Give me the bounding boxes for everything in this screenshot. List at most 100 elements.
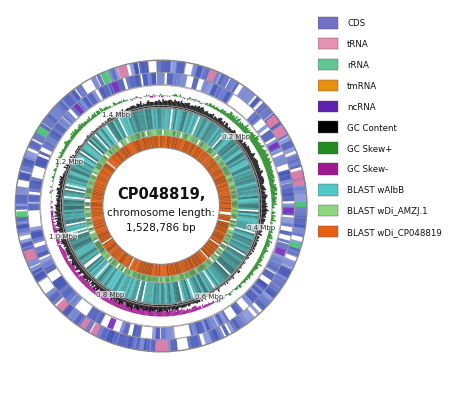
- Wedge shape: [143, 62, 147, 74]
- Wedge shape: [270, 225, 272, 226]
- Wedge shape: [46, 113, 59, 125]
- Wedge shape: [259, 221, 264, 223]
- Wedge shape: [211, 263, 227, 281]
- Wedge shape: [52, 181, 54, 183]
- Wedge shape: [182, 104, 185, 110]
- Wedge shape: [153, 305, 155, 311]
- Wedge shape: [78, 100, 89, 112]
- Wedge shape: [213, 253, 219, 259]
- Wedge shape: [86, 221, 92, 224]
- Wedge shape: [257, 124, 269, 135]
- Wedge shape: [217, 185, 229, 190]
- Wedge shape: [86, 306, 100, 322]
- Wedge shape: [231, 197, 237, 199]
- Wedge shape: [229, 278, 232, 280]
- Wedge shape: [127, 278, 136, 299]
- Wedge shape: [217, 88, 226, 101]
- Wedge shape: [236, 270, 239, 274]
- Wedge shape: [165, 61, 172, 74]
- Wedge shape: [215, 87, 226, 100]
- Wedge shape: [180, 274, 183, 280]
- Wedge shape: [59, 233, 66, 237]
- Wedge shape: [270, 186, 276, 188]
- Wedge shape: [173, 95, 175, 97]
- Wedge shape: [219, 245, 226, 250]
- Wedge shape: [101, 168, 112, 176]
- Wedge shape: [45, 287, 60, 302]
- Wedge shape: [272, 126, 287, 140]
- Wedge shape: [65, 247, 72, 252]
- Wedge shape: [91, 202, 103, 204]
- Wedge shape: [186, 309, 189, 313]
- Wedge shape: [91, 323, 104, 338]
- Wedge shape: [234, 119, 239, 125]
- Wedge shape: [263, 249, 269, 253]
- Wedge shape: [132, 99, 134, 100]
- Wedge shape: [81, 279, 85, 283]
- Wedge shape: [56, 189, 64, 192]
- Wedge shape: [132, 325, 142, 338]
- Wedge shape: [194, 107, 198, 114]
- Wedge shape: [120, 101, 123, 104]
- Wedge shape: [156, 130, 158, 136]
- Wedge shape: [210, 264, 226, 282]
- Wedge shape: [27, 204, 40, 211]
- Wedge shape: [271, 275, 286, 289]
- Wedge shape: [222, 298, 224, 299]
- Wedge shape: [282, 205, 295, 214]
- Wedge shape: [177, 304, 180, 309]
- Wedge shape: [254, 169, 261, 173]
- Wedge shape: [110, 292, 114, 297]
- Wedge shape: [261, 252, 265, 255]
- Wedge shape: [191, 106, 194, 113]
- Wedge shape: [93, 222, 105, 227]
- Wedge shape: [268, 177, 275, 180]
- Wedge shape: [72, 163, 92, 174]
- Wedge shape: [258, 185, 264, 188]
- Wedge shape: [188, 106, 191, 112]
- Wedge shape: [50, 126, 65, 139]
- Wedge shape: [257, 148, 262, 152]
- Wedge shape: [206, 242, 217, 252]
- Wedge shape: [62, 304, 73, 316]
- Wedge shape: [142, 339, 152, 351]
- Wedge shape: [253, 284, 264, 294]
- Wedge shape: [100, 235, 111, 243]
- Wedge shape: [237, 86, 249, 100]
- Wedge shape: [44, 264, 57, 275]
- Wedge shape: [90, 176, 96, 181]
- Wedge shape: [216, 109, 219, 112]
- Wedge shape: [216, 183, 228, 188]
- Wedge shape: [208, 329, 219, 343]
- Wedge shape: [63, 112, 76, 125]
- Wedge shape: [99, 172, 110, 179]
- Wedge shape: [165, 264, 168, 277]
- Wedge shape: [231, 236, 252, 247]
- Wedge shape: [94, 240, 100, 245]
- Wedge shape: [98, 161, 104, 167]
- Wedge shape: [251, 270, 254, 273]
- Wedge shape: [194, 66, 206, 80]
- Wedge shape: [235, 178, 256, 186]
- Wedge shape: [197, 119, 209, 140]
- Wedge shape: [211, 152, 217, 158]
- Wedge shape: [117, 112, 120, 117]
- Wedge shape: [160, 309, 161, 317]
- Wedge shape: [79, 266, 83, 271]
- Wedge shape: [218, 190, 230, 195]
- Wedge shape: [46, 134, 59, 145]
- Wedge shape: [66, 249, 72, 253]
- Text: rRNA: rRNA: [347, 61, 369, 70]
- Wedge shape: [134, 272, 138, 279]
- Wedge shape: [112, 294, 116, 299]
- Wedge shape: [103, 329, 111, 342]
- Wedge shape: [103, 268, 118, 287]
- Wedge shape: [91, 119, 92, 121]
- Wedge shape: [127, 100, 128, 102]
- Wedge shape: [165, 310, 167, 317]
- Wedge shape: [90, 133, 92, 136]
- Wedge shape: [217, 248, 223, 253]
- Wedge shape: [98, 233, 110, 240]
- Wedge shape: [152, 102, 154, 108]
- Wedge shape: [103, 289, 107, 294]
